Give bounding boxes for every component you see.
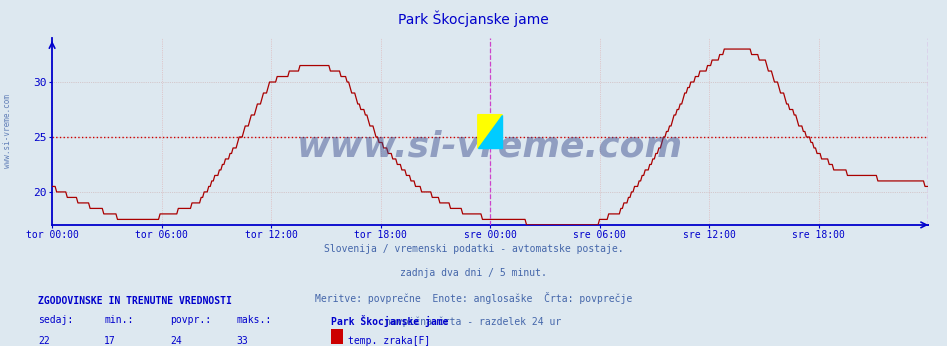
- Text: 22: 22: [38, 336, 49, 346]
- Text: Park Škocjanske jame: Park Škocjanske jame: [331, 315, 449, 327]
- Text: min.:: min.:: [104, 315, 134, 325]
- Text: Slovenija / vremenski podatki - avtomatske postaje.: Slovenija / vremenski podatki - avtomats…: [324, 244, 623, 254]
- Text: 33: 33: [237, 336, 248, 346]
- Text: sedaj:: sedaj:: [38, 315, 73, 325]
- Polygon shape: [478, 115, 502, 148]
- Text: temp. zraka[F]: temp. zraka[F]: [348, 336, 430, 346]
- Text: www.si-vreme.com: www.si-vreme.com: [297, 129, 683, 163]
- Text: Park Škocjanske jame: Park Škocjanske jame: [398, 10, 549, 27]
- Text: zadnja dva dni / 5 minut.: zadnja dva dni / 5 minut.: [400, 268, 547, 278]
- Text: maks.:: maks.:: [237, 315, 272, 325]
- Text: Meritve: povprečne  Enote: anglosaške  Črta: povprečje: Meritve: povprečne Enote: anglosaške Črt…: [314, 292, 633, 304]
- Text: 17: 17: [104, 336, 116, 346]
- Text: povpr.:: povpr.:: [170, 315, 211, 325]
- Text: www.si-vreme.com: www.si-vreme.com: [3, 94, 12, 169]
- Polygon shape: [478, 115, 502, 148]
- Text: 24: 24: [170, 336, 182, 346]
- Text: ZGODOVINSKE IN TRENUTNE VREDNOSTI: ZGODOVINSKE IN TRENUTNE VREDNOSTI: [38, 296, 232, 306]
- Text: navpična črta - razdelek 24 ur: navpična črta - razdelek 24 ur: [385, 317, 562, 327]
